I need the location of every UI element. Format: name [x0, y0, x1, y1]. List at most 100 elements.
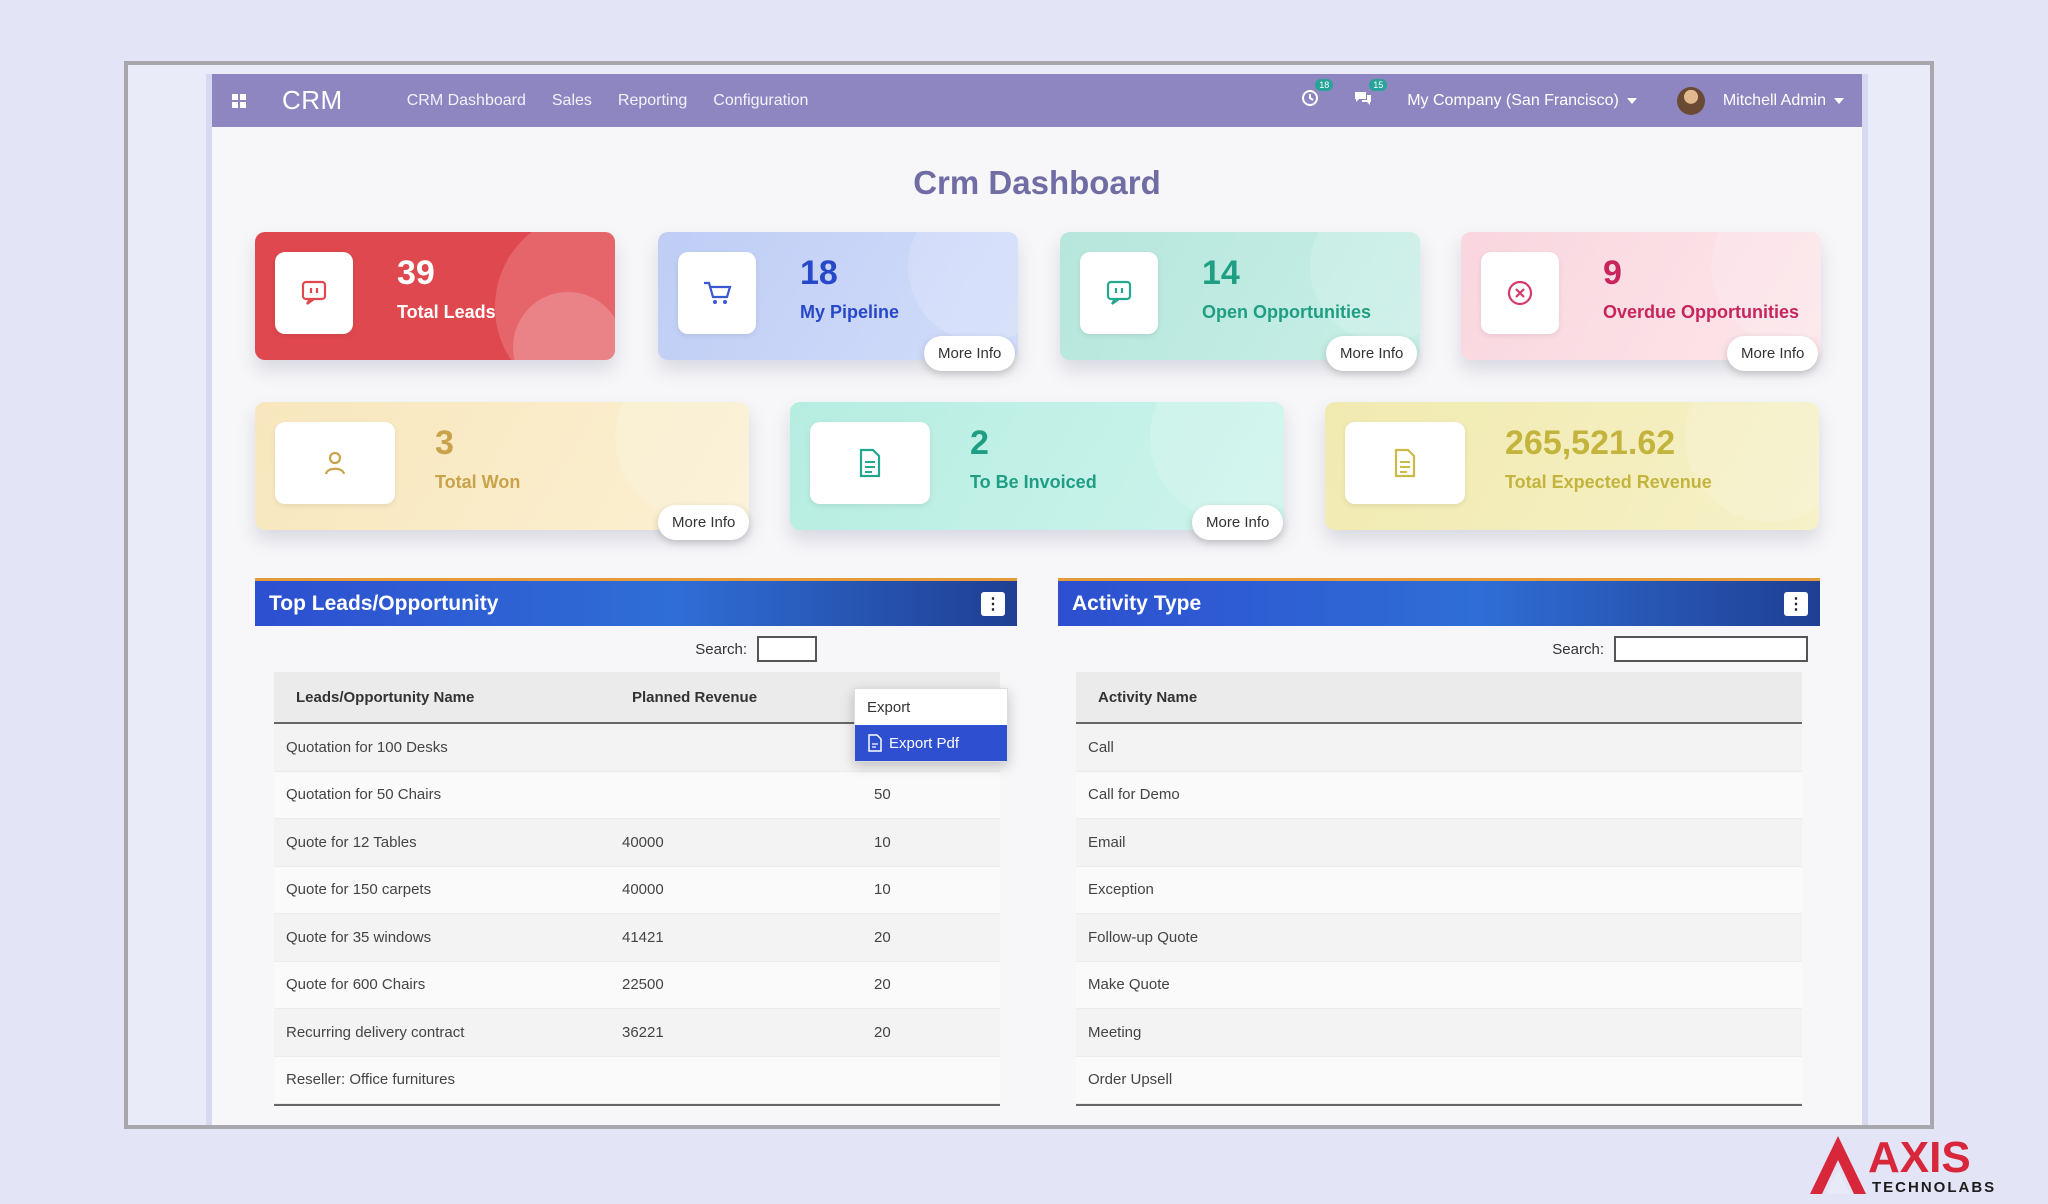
activity-name: Meeting	[1076, 1008, 1802, 1057]
pager-button[interactable]	[1759, 1126, 1799, 1129]
table-row[interactable]: Quote for 600 Chairs 22500 20	[274, 961, 1000, 1009]
more-info-button-open[interactable]: More Info	[1326, 336, 1418, 371]
activity-search-row: Search:	[1058, 636, 1808, 662]
table-row[interactable]: Reseller: Office furnitures	[274, 1056, 1000, 1104]
company-switcher[interactable]: My Company (San Francisco)	[1407, 92, 1637, 110]
probability: 10	[862, 866, 1000, 914]
pager-button[interactable]	[956, 1126, 996, 1129]
table-row[interactable]: Quote for 35 windows 41421 20	[274, 913, 1000, 962]
probability: 10	[862, 818, 1000, 867]
card-open-opportunities[interactable]: 14 Open Opportunities	[1060, 232, 1420, 360]
nav-reporting[interactable]: Reporting	[617, 91, 688, 109]
user-icon	[275, 422, 395, 504]
activity-panel-header: Activity Type ⋮	[1058, 578, 1820, 626]
more-info-button-overdue[interactable]: More Info	[1727, 336, 1819, 371]
col-lead-name[interactable]: Leads/Opportunity Name	[274, 672, 610, 724]
table-row[interactable]: Recurring delivery contract 36221 20	[274, 1008, 1000, 1057]
activity-search-label: Search:	[1552, 640, 1604, 658]
more-info-button-pipeline[interactable]: More Info	[924, 336, 1016, 371]
more-info-button-invoiced[interactable]: More Info	[1192, 505, 1284, 540]
total-expected-revenue-label: Total Expected Revenue	[1505, 472, 1712, 492]
probability	[862, 1056, 1000, 1104]
lead-name: Quotation for 100 Desks	[274, 723, 610, 772]
total-won-label: Total Won	[435, 472, 521, 492]
app-brand[interactable]: CRM	[282, 85, 343, 115]
table-row[interactable]: Email	[1076, 818, 1802, 867]
probability: 50	[862, 771, 1000, 819]
messages-badge: 15	[1369, 79, 1388, 91]
pdf-file-icon	[868, 734, 882, 752]
export-dropdown-menu: Export Export Pdf	[854, 688, 1008, 762]
more-info-button-won[interactable]: More Info	[658, 505, 750, 540]
document-icon	[1345, 422, 1465, 504]
panel-menu-icon[interactable]: ⋮	[1784, 592, 1808, 616]
panel-menu-icon[interactable]: ⋮	[981, 592, 1005, 616]
leads-search-input[interactable]	[757, 636, 817, 662]
to-be-invoiced-value: 2	[970, 424, 989, 462]
pager-button[interactable]	[1699, 1126, 1739, 1129]
logo-sub: TECHNOLABS	[1872, 1179, 1996, 1196]
top-leads-title: Top Leads/Opportunity	[269, 591, 499, 615]
activity-name: Follow-up Quote	[1076, 913, 1802, 962]
pager-button[interactable]	[896, 1126, 936, 1129]
to-be-invoiced-label: To Be Invoiced	[970, 472, 1097, 492]
lead-name: Quote for 35 windows	[274, 913, 610, 962]
table-row[interactable]: Meeting	[1076, 1008, 1802, 1057]
nav-configuration[interactable]: Configuration	[713, 91, 809, 109]
lead-name: Quotation for 50 Chairs	[274, 771, 610, 819]
user-avatar	[1676, 86, 1705, 115]
table-row[interactable]: Quotation for 50 Chairs 50	[274, 771, 1000, 819]
activity-name: Exception	[1076, 866, 1802, 914]
planned-revenue: 36221	[610, 1008, 862, 1057]
lead-name: Reseller: Office furnitures	[274, 1056, 610, 1104]
table-row[interactable]: Call for Demo	[1076, 771, 1802, 819]
activity-name: Make Quote	[1076, 961, 1802, 1009]
leads-search-label: Search:	[695, 640, 747, 658]
activity-type-panel: Activity Type ⋮ Search:	[1058, 578, 1820, 662]
open-opportunities-label: Open Opportunities	[1202, 302, 1371, 322]
planned-revenue: 22500	[610, 961, 862, 1009]
nav-crm-dashboard[interactable]: CRM Dashboard	[406, 91, 526, 109]
table-row[interactable]: Quote for 150 carpets 40000 10	[274, 866, 1000, 914]
top-leads-panel-header: Top Leads/Opportunity ⋮	[255, 578, 1017, 626]
company-name: My Company (San Francisco)	[1407, 91, 1619, 109]
activity-name: Email	[1076, 818, 1802, 867]
lead-name: Quote for 600 Chairs	[274, 961, 610, 1009]
export-pdf-label: Export Pdf	[889, 734, 960, 752]
card-to-be-invoiced[interactable]: 2 To Be Invoiced	[790, 402, 1284, 530]
lead-name: Quote for 150 carpets	[274, 866, 610, 914]
activity-clock-icon[interactable]: 18	[1301, 79, 1334, 112]
card-total-expected-revenue[interactable]: 265,521.62 Total Expected Revenue	[1325, 402, 1819, 530]
activity-panel-title: Activity Type	[1072, 591, 1202, 615]
card-total-won[interactable]: 3 Total Won	[255, 402, 749, 530]
planned-revenue: 41421	[610, 913, 862, 962]
probability: 20	[862, 961, 1000, 1009]
export-menu-item[interactable]: Export	[867, 698, 911, 716]
total-won-value: 3	[435, 424, 454, 462]
total-expected-revenue-value: 265,521.62	[1505, 424, 1676, 462]
col-planned-revenue[interactable]: Planned Revenue	[610, 672, 862, 724]
card-total-leads[interactable]: 39 Total Leads	[255, 232, 615, 360]
col-activity-name[interactable]: Activity Name	[1076, 672, 1802, 724]
table-row[interactable]: Order Upsell	[1076, 1056, 1802, 1104]
table-row[interactable]: Quote for 12 Tables 40000 10	[274, 818, 1000, 867]
chat-icon	[1080, 252, 1158, 334]
table-row[interactable]: Follow-up Quote	[1076, 913, 1802, 962]
planned-revenue: 40000	[610, 866, 862, 914]
table-row[interactable]: Call	[1076, 723, 1802, 772]
planned-revenue	[610, 1056, 862, 1104]
user-name: Mitchell Admin	[1722, 91, 1826, 109]
activity-table: Activity Name Call Call for Demo Email E…	[1076, 672, 1802, 1104]
messages-chat-icon[interactable]: 15	[1353, 79, 1388, 112]
activity-name: Order Upsell	[1076, 1056, 1802, 1104]
my-pipeline-value: 18	[800, 254, 838, 292]
user-menu[interactable]: Mitchell Admin	[1676, 86, 1844, 115]
activity-search-input[interactable]	[1614, 636, 1808, 662]
chat-icon	[275, 252, 353, 334]
apps-menu-icon[interactable]	[232, 93, 246, 108]
nav-sales[interactable]: Sales	[551, 91, 592, 109]
table-row[interactable]: Exception	[1076, 866, 1802, 914]
export-pdf-menu-item[interactable]: Export Pdf	[855, 725, 1007, 761]
table-row[interactable]: Make Quote	[1076, 961, 1802, 1009]
top-navbar: CRM CRM Dashboard Sales Reporting Config…	[212, 74, 1862, 127]
